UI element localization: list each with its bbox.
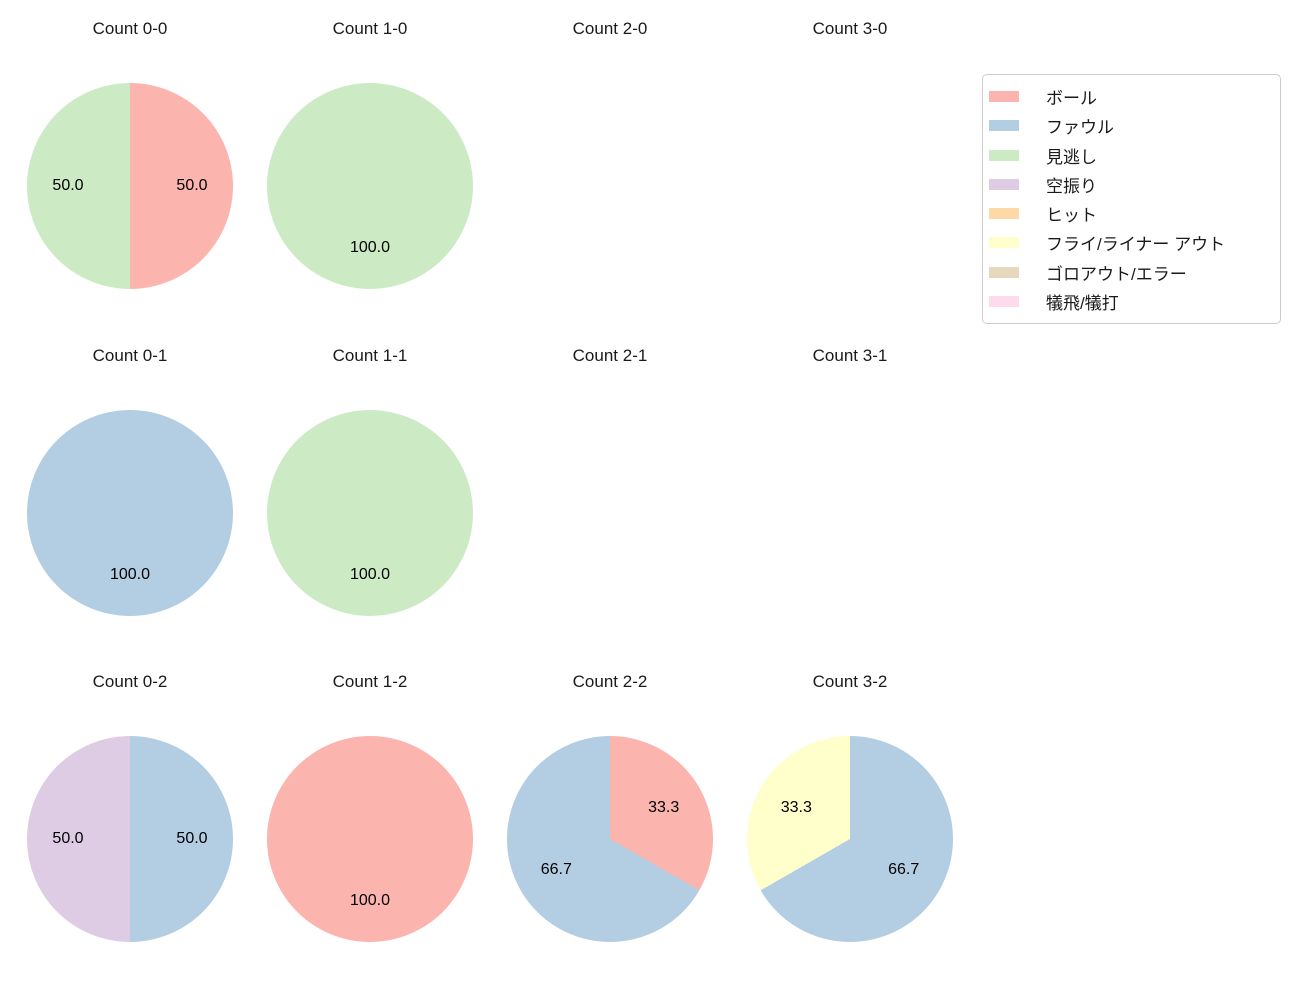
legend-swatch [989, 208, 1019, 220]
legend-swatch [989, 149, 1019, 161]
pie-chart: 100.0 [267, 83, 473, 289]
legend-item-fly-liner-out: フライ/ライナー アウト [989, 228, 1274, 257]
legend-label: ゴロアウト/エラー [1046, 264, 1187, 284]
pie-chart: 33.3 66.7 [507, 736, 713, 942]
legend-swatch [989, 266, 1019, 278]
slice-value-label: 50.0 [176, 177, 208, 194]
pie-chart: 66.7 33.3 [747, 736, 953, 942]
slice-value-label: 66.7 [888, 861, 920, 879]
pie-chart: 100.0 [27, 410, 233, 616]
legend-swatch [989, 295, 1019, 307]
pie-cell-count-3-2: Count 3-2 66.7 33.3 [730, 667, 970, 994]
pie-cell-count-2-1: Count 2-1 [490, 341, 730, 668]
pie-chart: 100.0 [267, 410, 473, 616]
legend-label: ファウル [1046, 118, 1114, 138]
slice-value-label: 100.0 [349, 892, 391, 909]
slice-value-label: 33.3 [648, 798, 680, 816]
legend-label: ヒット [1046, 206, 1097, 226]
legend-swatch [989, 237, 1019, 249]
pie-cell-count-0-0: Count 0-0 50.0 50.0 [10, 14, 250, 341]
legend: ボール ファウル 見逃し 空振り ヒット フライ/ライナー アウト ゴロアウト/… [982, 74, 1281, 324]
slice-value-label: 100.0 [349, 239, 391, 256]
legend-label: 犠飛/犠打 [1046, 293, 1119, 313]
pie-title: Count 3-0 [812, 19, 888, 38]
pie-cell-count-0-1: Count 0-1 100.0 [10, 341, 250, 668]
pie-cell-count-1-0: Count 1-0 100.0 [250, 14, 490, 341]
slice-value-label: 50.0 [52, 177, 84, 194]
legend-item-ball: ボール [989, 82, 1274, 111]
pie-cell-count-2-0: Count 2-0 [490, 14, 730, 341]
pie-title: Count 1-2 [332, 672, 408, 691]
legend-item-swinging-strike: 空振り [989, 170, 1274, 199]
legend-label: フライ/ライナー アウト [1046, 235, 1226, 255]
legend-item-groundout-error: ゴロアウト/エラー [989, 258, 1274, 287]
pie-title: Count 2-0 [572, 19, 648, 38]
pie-chart: 50.0 50.0 [27, 736, 233, 942]
legend-item-called-strike: 見逃し [989, 141, 1274, 170]
pie-cell-count-3-1: Count 3-1 [730, 341, 970, 668]
slice-value-label: 50.0 [176, 830, 208, 847]
pie-title: Count 2-2 [572, 672, 648, 691]
slice-value-label: 100.0 [349, 566, 391, 583]
pie-title: Count 3-1 [812, 346, 888, 365]
pie-cell-count-1-1: Count 1-1 100.0 [250, 341, 490, 668]
legend-item-foul: ファウル [989, 111, 1274, 140]
pie-cell-count-0-2: Count 0-2 50.0 50.0 [10, 667, 250, 994]
legend-label: 見逃し [1046, 147, 1097, 167]
pie-title: Count 0-2 [92, 672, 168, 691]
slice-value-label: 33.3 [780, 798, 812, 816]
slice-value-label: 100.0 [109, 566, 151, 583]
pie-title: Count 2-1 [572, 346, 648, 365]
pie-chart: 100.0 [267, 736, 473, 942]
pie-cell-count-1-2: Count 1-2 100.0 [250, 667, 490, 994]
legend-swatch [989, 120, 1019, 132]
pie-title: Count 1-1 [332, 346, 408, 365]
legend-label: 空振り [1046, 176, 1097, 196]
slice-value-label: 66.7 [540, 861, 572, 879]
slice-value-label: 50.0 [52, 830, 84, 847]
pie-title: Count 0-1 [92, 346, 168, 365]
pie-title: Count 1-0 [332, 19, 408, 38]
legend-swatch [989, 178, 1019, 190]
pie-cell-count-3-0: Count 3-0 [730, 14, 970, 341]
pie-chart: 50.0 50.0 [27, 83, 233, 289]
pie-title: Count 0-0 [92, 19, 168, 38]
legend-swatch [989, 91, 1019, 102]
legend-item-hit: ヒット [989, 199, 1274, 228]
legend-item-sacrifice: 犠飛/犠打 [989, 287, 1274, 316]
pie-cell-count-2-2: Count 2-2 33.3 66.7 [490, 667, 730, 994]
legend-label: ボール [1046, 89, 1097, 108]
pie-title: Count 3-2 [812, 672, 888, 691]
